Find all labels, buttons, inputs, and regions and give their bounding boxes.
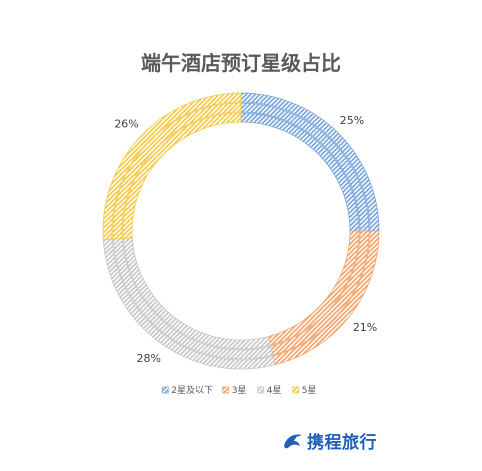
legend: 2星及以下 3星 4星 5星	[161, 385, 317, 396]
data-label-1: 25%	[340, 114, 364, 127]
rings-group	[102, 92, 380, 370]
brand-name: 携程旅行	[307, 433, 377, 453]
data-label-3: 28%	[136, 352, 160, 365]
ring2-slice-4	[112, 102, 242, 240]
dolphin-logo-icon	[284, 433, 302, 448]
legend-swatch-1	[161, 386, 169, 394]
brand-logo: 携程旅行	[282, 428, 377, 453]
ring1-slice-1	[240, 112, 360, 232]
legend-swatch-3	[257, 386, 265, 394]
legend-label-1: 2星及以下	[171, 385, 213, 396]
legend-label-4: 5星	[302, 385, 317, 396]
ring3-slice-4	[102, 92, 242, 241]
data-labels-group: 25% 21% 28% 26%	[114, 114, 377, 365]
legend-swatch-4	[292, 386, 300, 394]
chart-title: 端午酒店预订星级占比	[141, 51, 341, 75]
ring1-slice-4	[122, 112, 242, 239]
legend-label-3: 4星	[267, 385, 282, 396]
legend-swatch-2	[222, 386, 230, 394]
ring1-slice-3	[122, 237, 271, 350]
legend-label-2: 3星	[232, 385, 247, 396]
data-label-2: 21%	[353, 321, 377, 334]
data-label-4: 26%	[114, 118, 138, 131]
